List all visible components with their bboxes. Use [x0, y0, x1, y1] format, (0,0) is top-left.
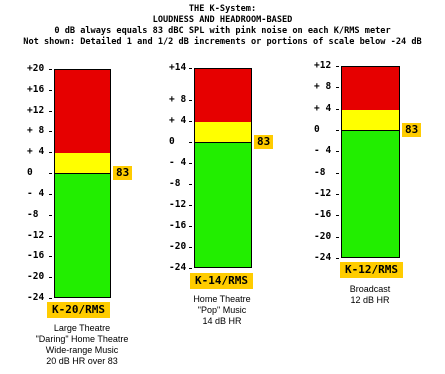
- scale-tick-mark: [49, 193, 52, 195]
- meter-description-line: Wide-range Music: [45, 345, 119, 355]
- caution-zone-yellow: [55, 153, 110, 175]
- scale-tick-label: -8: [314, 166, 326, 178]
- scale-tick-mark: [49, 214, 52, 216]
- scale-tick-mark: [336, 258, 339, 259]
- scale-tick-mark: [49, 235, 52, 237]
- scale-tick-label: + 8: [169, 93, 187, 105]
- scale-tick-label: -20: [169, 240, 187, 252]
- safe-zone-green: [342, 131, 399, 257]
- scale-tick-label: -8: [169, 177, 181, 189]
- scale-tick-mark: [49, 69, 52, 70]
- scale-tick-label: +12: [27, 104, 45, 116]
- caution-zone-yellow: [195, 121, 251, 143]
- scale-tick-label: -12: [314, 188, 332, 199]
- meter-description-line: Large Theatre: [53, 323, 111, 333]
- scale-tick-mark: [336, 215, 339, 217]
- scale-tick-label: -24: [27, 292, 45, 303]
- meter-name-badge: K-12/RMS: [340, 262, 403, 278]
- title-block: THE K-System: LOUDNESS AND HEADROOM-BASE…: [0, 4, 445, 48]
- meter-name-badge: K-14/RMS: [190, 273, 253, 289]
- scale-tick-label: + 4: [169, 114, 187, 126]
- scale-tick-label: - 4: [169, 156, 187, 168]
- meter-description-line: "Pop" Music: [197, 305, 247, 315]
- meter-bar: [341, 66, 400, 258]
- meter-description-line: 20 dB HR over 83: [46, 356, 118, 366]
- scale-tick-label: +14: [169, 62, 187, 73]
- scale-tick-mark: [49, 173, 52, 175]
- scale-tick-mark: [189, 68, 192, 69]
- scale-tick-label: +20: [27, 63, 45, 74]
- scale-tick-mark: [336, 108, 339, 110]
- reference-83-label: 83: [254, 134, 274, 149]
- scale-tick-mark: [336, 151, 339, 153]
- scale-tick-mark: [336, 87, 339, 89]
- scale-tick-label: - 4: [314, 145, 332, 157]
- meter-description-line: 14 dB HR: [202, 316, 242, 326]
- scale-tick-mark: [49, 110, 52, 112]
- scale-tick-mark: [189, 225, 192, 227]
- scale-tick-label: 0: [27, 167, 33, 179]
- headroom-zone-red: [195, 69, 251, 122]
- scale-tick-mark: [189, 162, 192, 164]
- scale-tick-label: 0: [314, 124, 320, 135]
- scale-tick-mark: [49, 89, 52, 91]
- meter-description-line: Home Theatre: [193, 294, 251, 304]
- meter-name-badge: K-20/RMS: [47, 302, 110, 318]
- title-subheading: LOUDNESS AND HEADROOM-BASED: [152, 15, 293, 25]
- scale-tick-label: -20: [27, 271, 45, 283]
- caution-zone-yellow: [342, 109, 399, 131]
- scale-tick-mark: [189, 99, 192, 101]
- scale-tick-mark: [49, 298, 52, 299]
- scale-tick-label: -12: [27, 229, 45, 241]
- reference-83-label: 83: [402, 123, 422, 137]
- scale-tick-mark: [189, 141, 192, 143]
- headroom-zone-red: [342, 67, 399, 110]
- meter-description-line: 12 dB HR: [350, 295, 390, 305]
- scale-tick-label: +16: [27, 83, 45, 95]
- scale-tick-label: + 4: [27, 146, 45, 158]
- scale-tick-mark: [336, 236, 339, 238]
- scale-tick-label: -20: [314, 230, 332, 242]
- scale-tick-label: - 4: [27, 187, 45, 199]
- scale-tick-label: -12: [169, 198, 187, 210]
- scale-tick-mark: [49, 277, 52, 279]
- scale-tick-label: + 8: [27, 125, 45, 137]
- scale-tick-label: + 8: [314, 81, 332, 93]
- scale-tick-mark: [49, 152, 52, 154]
- scale-tick-label: 0: [169, 135, 175, 147]
- not-shown-note: Not shown: Detailed 1 and 1/2 dB increme…: [23, 37, 422, 47]
- reference-note: 0 dB always equals 83 dBC SPL with pink …: [54, 26, 391, 36]
- scale-tick-mark: [189, 268, 192, 269]
- scale-tick-mark: [336, 172, 339, 174]
- scale-tick-label: -16: [169, 219, 187, 231]
- title-heading: THE K-System:: [188, 4, 257, 14]
- scale-tick-label: -16: [314, 209, 332, 221]
- safe-zone-green: [55, 174, 110, 297]
- scale-tick-mark: [189, 183, 192, 185]
- safe-zone-green: [195, 142, 251, 267]
- scale-tick-label: -16: [27, 250, 45, 262]
- scale-tick-mark: [49, 131, 52, 133]
- scale-tick-mark: [189, 246, 192, 248]
- meter-description-line: Broadcast: [349, 284, 391, 294]
- scale-tick-label: -24: [169, 262, 187, 273]
- meter-bar: [194, 68, 252, 268]
- scale-tick-mark: [336, 66, 339, 67]
- meter-bar: [54, 69, 111, 298]
- scale-tick-label: -24: [314, 252, 332, 263]
- scale-tick-label: -8: [27, 208, 39, 220]
- scale-tick-mark: [49, 256, 52, 258]
- scale-tick-mark: [189, 204, 192, 206]
- reference-83-label: 83: [113, 166, 133, 181]
- scale-tick-label: +12: [314, 60, 332, 71]
- scale-tick-label: + 4: [314, 102, 332, 114]
- scale-tick-mark: [336, 130, 339, 131]
- scale-tick-mark: [189, 120, 192, 122]
- headroom-zone-red: [55, 70, 110, 154]
- scale-tick-mark: [336, 194, 339, 195]
- meter-description-line: "Daring" Home Theatre: [35, 334, 129, 344]
